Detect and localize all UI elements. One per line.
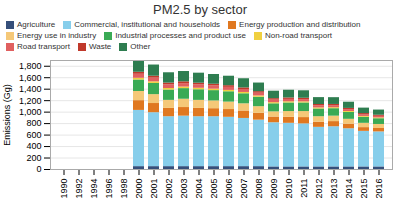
svg-text:2008: 2008 [254, 179, 264, 199]
svg-text:Emissions (Gg): Emissions (Gg) [2, 84, 12, 146]
svg-text:1998: 1998 [119, 179, 129, 199]
svg-text:1,000: 1,000 [19, 107, 42, 117]
svg-text:2005: 2005 [209, 179, 219, 199]
svg-text:2015: 2015 [359, 179, 369, 199]
svg-text:1992: 1992 [74, 179, 84, 199]
svg-text:600: 600 [26, 130, 41, 140]
svg-text:800: 800 [26, 118, 41, 128]
svg-text:2013: 2013 [329, 179, 339, 199]
svg-text:1990: 1990 [59, 179, 69, 199]
svg-text:2002: 2002 [164, 179, 174, 199]
svg-text:1996: 1996 [104, 179, 114, 199]
svg-text:2016: 2016 [374, 179, 384, 199]
svg-text:2001: 2001 [149, 179, 159, 199]
svg-text:1,200: 1,200 [19, 96, 42, 106]
html-text:Waste: Waste [88, 42, 112, 51]
html-text:Energy use in industry: Energy use in industry [17, 31, 97, 40]
svg-text:1,400: 1,400 [19, 84, 42, 94]
svg-text:0: 0 [36, 164, 41, 174]
svg-text:400: 400 [26, 141, 41, 151]
svg-text:1,800: 1,800 [19, 61, 42, 71]
html-text:Other: Other [130, 42, 151, 51]
svg-text:200: 200 [26, 153, 41, 163]
html-text:Agriculture: Agriculture [17, 20, 56, 29]
svg-text:2010: 2010 [284, 179, 294, 199]
svg-text:2006: 2006 [224, 179, 234, 199]
html-text:Non-road transport: Non-road transport [264, 31, 333, 40]
html-text:Road transport: Road transport [17, 42, 70, 51]
html-text:Industrial processes and produ: Industrial processes and product use [115, 31, 246, 40]
svg-text:2004: 2004 [194, 179, 204, 199]
svg-text:2012: 2012 [314, 179, 324, 199]
svg-text:1,600: 1,600 [19, 73, 42, 83]
svg-text:2007: 2007 [239, 179, 249, 199]
html-text:Commercial, institutional and: Commercial, institutional and households [74, 20, 221, 29]
svg-text:1994: 1994 [89, 179, 99, 199]
svg-text:2009: 2009 [269, 179, 279, 199]
html-text:Energy production and distribu: Energy production and distribution [239, 20, 361, 29]
html-text:PM2.5 by sector: PM2.5 by sector [153, 2, 247, 17]
svg-text:2011: 2011 [299, 179, 309, 198]
svg-text:2000: 2000 [134, 179, 144, 199]
svg-text:2003: 2003 [179, 179, 189, 199]
svg-text:2014: 2014 [344, 179, 354, 199]
